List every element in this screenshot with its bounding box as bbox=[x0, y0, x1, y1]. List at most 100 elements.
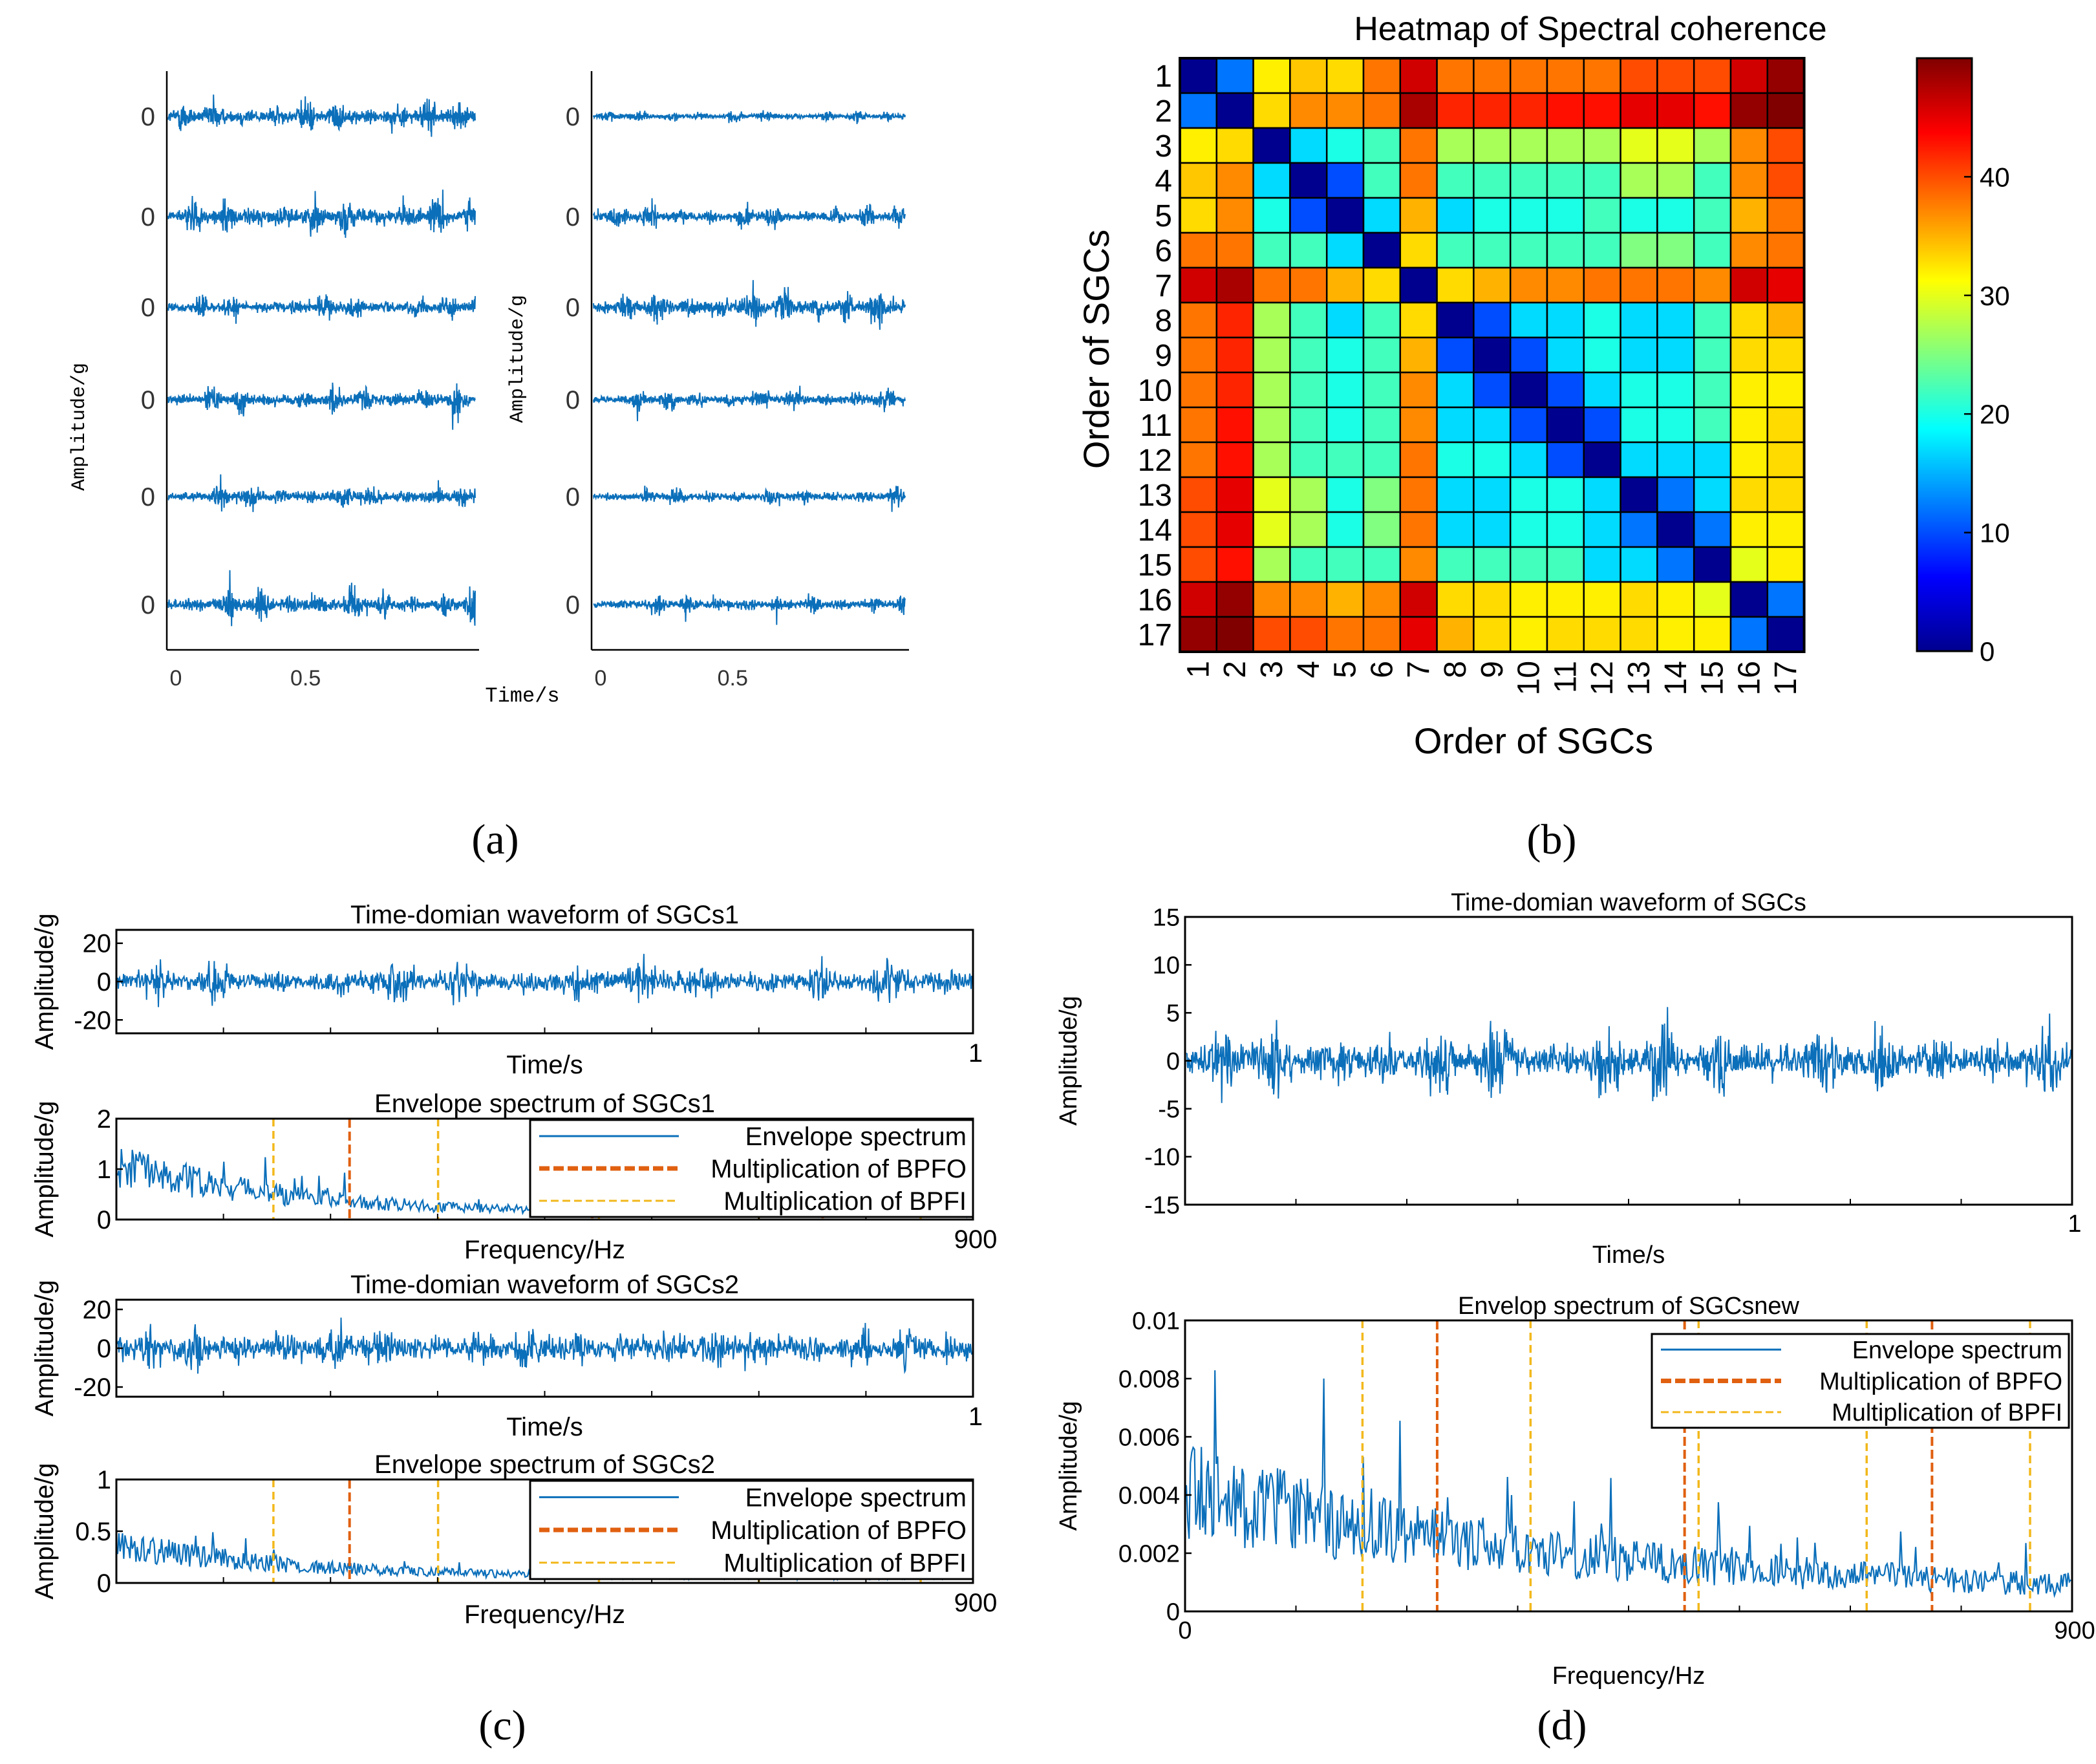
heatmap-cell bbox=[1289, 371, 1328, 409]
heatmap-cell bbox=[1620, 476, 1658, 513]
heatmap-cell bbox=[1252, 127, 1291, 164]
ytick-label: -15 bbox=[1144, 1192, 1180, 1219]
heatmap-cell bbox=[1179, 581, 1218, 618]
heatmap-cell bbox=[1546, 92, 1585, 129]
heatmap-cell bbox=[1362, 616, 1402, 653]
heatmap-cell bbox=[1473, 57, 1512, 94]
heatmap-cell bbox=[1693, 266, 1732, 304]
heatmap-cell bbox=[1693, 57, 1732, 94]
heatmap-cell bbox=[1362, 127, 1402, 164]
heatmap-cell bbox=[1546, 266, 1585, 304]
a-row-zero-label: 0 bbox=[141, 483, 155, 511]
heatmap-cell bbox=[1399, 476, 1438, 513]
heatmap-col-label: 15 bbox=[1696, 661, 1730, 695]
a-row-waveform bbox=[593, 385, 906, 422]
heatmap-cell bbox=[1473, 301, 1512, 339]
heatmap-cell bbox=[1583, 581, 1621, 618]
heatmap-cell bbox=[1252, 57, 1291, 94]
heatmap-cell bbox=[1399, 301, 1438, 339]
heatmap-cell bbox=[1325, 127, 1365, 164]
heatmap-cell bbox=[1766, 127, 1805, 164]
heatmap-cell bbox=[1583, 162, 1621, 199]
heatmap-cell bbox=[1362, 441, 1402, 479]
heatmap-cell bbox=[1766, 546, 1805, 583]
heatmap-row-label: 17 bbox=[1138, 618, 1172, 652]
heatmap-cell bbox=[1436, 406, 1475, 444]
heatmap-cell bbox=[1583, 371, 1621, 409]
heatmap-cell bbox=[1179, 127, 1218, 164]
legend-label: Envelope spectrum bbox=[1852, 1337, 2062, 1364]
heatmap-cell bbox=[1399, 266, 1438, 304]
panel-d: Time-domian waveform of SGCs151050-5-10-… bbox=[1055, 889, 2095, 1749]
a-row-waveform bbox=[167, 94, 476, 137]
heatmap-cell bbox=[1546, 371, 1585, 409]
panel-label-c: (c) bbox=[478, 1702, 526, 1749]
heatmap-cell bbox=[1399, 406, 1438, 444]
heatmap-cell bbox=[1215, 546, 1254, 583]
heatmap-cell bbox=[1436, 301, 1475, 339]
heatmap-cell bbox=[1546, 127, 1585, 164]
heatmap-cell bbox=[1252, 616, 1291, 653]
heatmap-cell bbox=[1473, 162, 1512, 199]
ytick-label: 0 bbox=[97, 968, 111, 996]
heatmap-cell bbox=[1179, 197, 1218, 234]
heatmap-cell bbox=[1325, 197, 1365, 234]
heatmap-cell bbox=[1693, 546, 1732, 583]
heatmap-cell bbox=[1289, 581, 1328, 618]
heatmap-cell bbox=[1729, 581, 1769, 618]
a-row-waveform bbox=[167, 189, 476, 238]
ytick-label: -5 bbox=[1158, 1096, 1180, 1123]
heatmap-cell bbox=[1766, 476, 1805, 513]
heatmap-cell bbox=[1766, 371, 1805, 409]
plot-title: Time-domian waveform of SGCs2 bbox=[350, 1271, 739, 1299]
heatmap-cell bbox=[1362, 476, 1402, 513]
heatmap-cell bbox=[1325, 336, 1365, 374]
heatmap-cell bbox=[1766, 406, 1805, 444]
heatmap-cell bbox=[1766, 441, 1805, 479]
legend-label: Multiplication of BPFO bbox=[711, 1516, 967, 1545]
heatmap-cell bbox=[1399, 616, 1438, 653]
ytick-label: 1 bbox=[97, 1156, 111, 1184]
xtick-end-label: 900 bbox=[2054, 1617, 2095, 1644]
heatmap-cell bbox=[1252, 162, 1291, 199]
plot-xlabel: Frequency/Hz bbox=[1552, 1662, 1706, 1690]
heatmap-cell bbox=[1289, 511, 1328, 548]
heatmap-cell bbox=[1399, 127, 1438, 164]
a-row-waveform bbox=[593, 280, 906, 330]
heatmap-cell bbox=[1546, 616, 1585, 653]
legend-label: Multiplication of BPFI bbox=[1832, 1399, 2062, 1426]
heatmap-cell bbox=[1252, 92, 1291, 129]
a-row-waveform bbox=[167, 294, 476, 324]
ytick-label: 0 bbox=[97, 1335, 111, 1363]
heatmap-cell bbox=[1473, 197, 1512, 234]
heatmap-cell bbox=[1509, 581, 1548, 618]
heatmap-cell bbox=[1656, 301, 1695, 339]
a-row-waveform bbox=[593, 593, 906, 625]
a-right-ylabel: Amplitude/g bbox=[507, 295, 529, 423]
heatmap-cell bbox=[1509, 511, 1548, 548]
heatmap-cell bbox=[1289, 301, 1328, 339]
panel-d-plot-1: Time-domian waveform of SGCs 15 10 5 0 -5 -10 -… bbox=[1055, 889, 2082, 1269]
a-row-waveform bbox=[167, 474, 476, 512]
heatmap-cell bbox=[1179, 371, 1218, 409]
a-row-zero-label: 0 bbox=[141, 103, 155, 131]
heatmap-cell bbox=[1399, 581, 1438, 618]
heatmap-cell bbox=[1362, 371, 1402, 409]
heatmap-cell bbox=[1583, 336, 1621, 374]
heatmap-cell bbox=[1179, 162, 1218, 199]
panel-d-plot-2: Envelop spectrum of SGCsnew 0.01 0.008 0.00… bbox=[1055, 1293, 2095, 1690]
heatmap-cell bbox=[1252, 476, 1291, 513]
heatmap-cell bbox=[1620, 231, 1658, 269]
heatmap-cell bbox=[1289, 441, 1328, 479]
heatmap-cell bbox=[1289, 406, 1328, 444]
heatmap-cell bbox=[1436, 371, 1475, 409]
heatmap-col-label: 6 bbox=[1365, 661, 1399, 678]
heatmap-cell bbox=[1473, 511, 1512, 548]
heatmap-cell bbox=[1473, 92, 1512, 129]
plot-title: Envelope spectrum of SGCs1 bbox=[374, 1090, 715, 1118]
heatmap-cells bbox=[1179, 57, 1806, 653]
heatmap-cell bbox=[1509, 371, 1548, 409]
plot-ylabel: Amplitude/g bbox=[1055, 1401, 1082, 1531]
heatmap-cell bbox=[1289, 231, 1328, 269]
